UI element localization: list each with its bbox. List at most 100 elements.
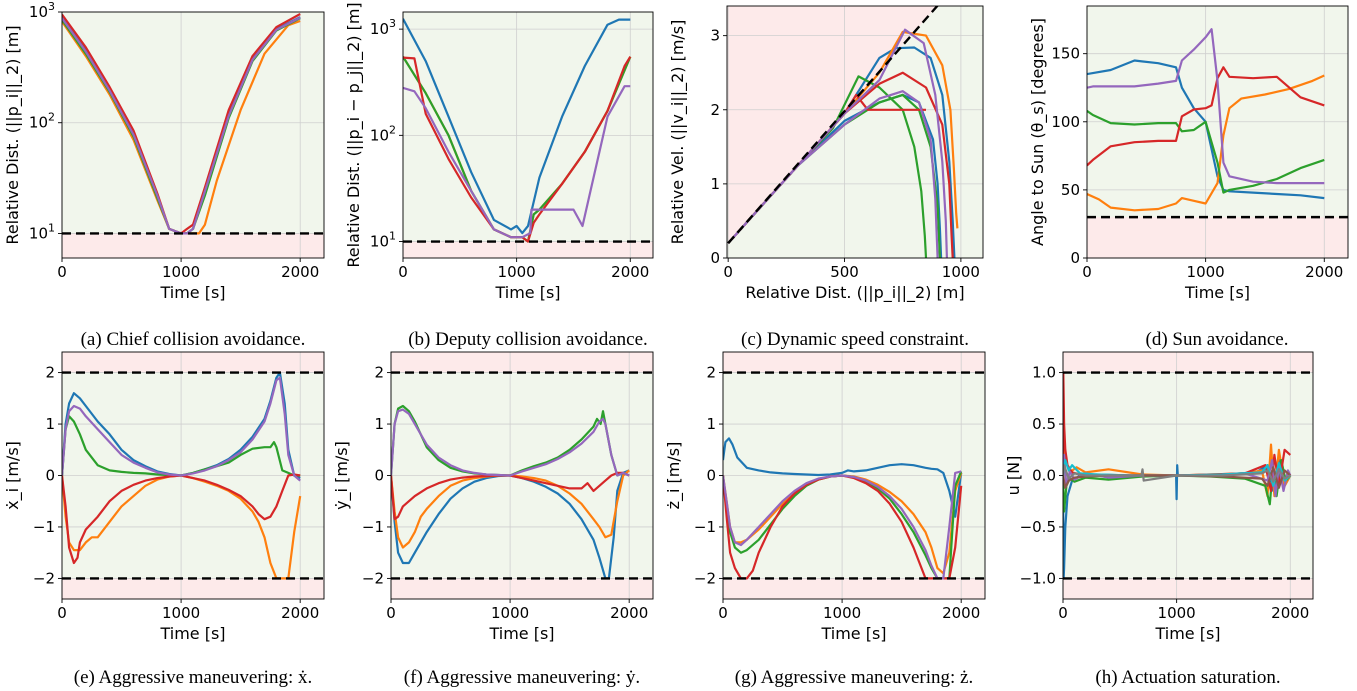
y-tick-label: −2 <box>362 569 384 587</box>
caption: (b) Deputy collision avoidance. <box>408 329 648 350</box>
y-tick-label: 3 <box>710 27 720 45</box>
y-tick-label: 0 <box>1070 249 1080 267</box>
series-line <box>1087 66 1325 167</box>
infeasible-region-bottom <box>391 578 653 599</box>
x-tick-label: 0 <box>57 263 67 281</box>
x-axis-label: Time [s] <box>494 283 560 302</box>
y-tick-label: 1 <box>706 415 716 433</box>
y-tick-label: 0 <box>45 467 55 485</box>
y-tick-label: 102 <box>370 123 396 144</box>
y-tick-label: 50 <box>1061 181 1080 199</box>
infeasible-region-bottom <box>1063 578 1313 599</box>
x-tick-label: 2000 <box>281 604 319 622</box>
y-tick-label: 2 <box>706 364 716 382</box>
series-line <box>727 90 939 258</box>
chart-a: 0 1000 2000 101 102 103 Time [s] Relative Dist.… <box>3 0 325 350</box>
y-axis-label: Relative Dist. (||p_i − p_j||_2) [m] <box>344 2 364 267</box>
y-tick-label: 2 <box>374 364 384 382</box>
x-tick-label: 2000 <box>610 604 648 622</box>
x-tick-label: 0 <box>718 604 728 622</box>
y-tick-label: −0.5 <box>1020 518 1056 536</box>
y-axis-label: Relative Vel. (||v_i||_2) [m/s] <box>668 20 688 245</box>
y-axis-label: u [N] <box>1004 456 1023 496</box>
y-tick-label: −1 <box>362 518 384 536</box>
y-tick-label: 1 <box>374 415 384 433</box>
y-tick-label: 0 <box>374 467 384 485</box>
y-tick-label: 0.5 <box>1032 415 1056 433</box>
y-axis-label: ẋ_i [m/s] <box>3 441 23 510</box>
x-tick-label: 500 <box>830 263 859 281</box>
infeasible-region <box>62 233 324 258</box>
series-line <box>1087 74 1325 212</box>
y-tick-label: 100 <box>1051 113 1080 131</box>
y-tick-label: 2 <box>710 101 720 119</box>
x-axis-label: Time [s] <box>1154 624 1220 643</box>
series-line <box>391 471 630 521</box>
x-tick-label: 0 <box>386 604 396 622</box>
series-group <box>403 18 632 243</box>
y-tick-label: −1.0 <box>1020 569 1056 587</box>
y-tick-label: 0 <box>706 467 716 485</box>
series-line <box>391 408 630 477</box>
y-tick-label: −1 <box>33 518 55 536</box>
series-line <box>403 18 631 235</box>
y-tick-label: 1.0 <box>1032 364 1056 382</box>
x-tick-label: 2000 <box>1271 604 1309 622</box>
x-tick-label: 2000 <box>942 604 980 622</box>
x-tick-label: 2000 <box>611 263 649 281</box>
series-line <box>62 13 301 235</box>
caption: (f) Aggressive maneuvering: ẏ. <box>404 667 640 688</box>
y-tick-label: 102 <box>29 111 55 132</box>
constraint-line <box>727 6 939 244</box>
series-group <box>62 13 301 235</box>
axes-frame <box>61 11 325 259</box>
y-tick-label: 1 <box>45 415 55 433</box>
y-tick-label: −2 <box>33 569 55 587</box>
x-axis-label: Time [s] <box>159 624 225 643</box>
x-tick-label: 0 <box>1058 604 1068 622</box>
y-tick-label: 0 <box>710 249 720 267</box>
y-tick-label: 103 <box>29 0 55 21</box>
x-axis-label: Time [s] <box>1184 283 1250 302</box>
infeasible-region-top <box>1063 352 1313 373</box>
x-tick-label: 1000 <box>823 604 861 622</box>
x-tick-label: 1000 <box>491 604 529 622</box>
x-tick-label: 0 <box>723 263 733 281</box>
x-tick-label: 0 <box>57 604 67 622</box>
x-axis-label: Time [s] <box>488 624 554 643</box>
infeasible-region <box>727 6 983 244</box>
caption: (c) Dynamic speed constraint. <box>741 329 969 350</box>
caption: (h) Actuation saturation. <box>1095 667 1280 688</box>
caption: (g) Aggressive maneuvering: ż. <box>735 667 973 688</box>
y-tick-label: 101 <box>29 221 55 242</box>
infeasible-region <box>403 241 653 258</box>
y-tick-label: 101 <box>370 230 396 251</box>
x-tick-label: 1000 <box>1158 604 1196 622</box>
y-tick-label: 150 <box>1051 45 1080 63</box>
y-axis-label: Relative Dist. (||p_i||_2) [m] <box>3 25 23 244</box>
series-group <box>1063 371 1292 580</box>
y-tick-label: −1 <box>694 518 716 536</box>
series-group <box>62 371 302 580</box>
x-axis-label: Time [s] <box>159 283 225 302</box>
x-tick-label: 0 <box>398 263 408 281</box>
caption: (e) Aggressive maneuvering: ẋ. <box>74 667 312 688</box>
series-line <box>62 16 301 235</box>
series-line <box>62 376 301 482</box>
feasible-region <box>62 12 324 258</box>
series-line <box>1063 464 1291 483</box>
y-tick-label: 1 <box>710 175 720 193</box>
chart-f: 0 1000 2000 −2 −1 0 1 2 Time [s] ẏ_i [m/s] (f) Agg… <box>332 351 654 688</box>
y-axis-label: ż_i [m/s] <box>664 442 684 510</box>
series-line <box>723 470 962 580</box>
chart-h: 0 1000 2000 −1.0 −0.5 0.0 0.5 1.0 Time [s] u [N] (… <box>1004 351 1314 688</box>
axes-frame <box>726 5 984 259</box>
infeasible-region-top <box>62 352 324 373</box>
x-tick-label: 2000 <box>281 263 319 281</box>
x-tick-label: 0 <box>1082 263 1092 281</box>
x-tick-label: 1000 <box>942 263 980 281</box>
chart-c: 0 500 1000 0 1 2 3 Relative Dist. (||p_i||_2) [… <box>668 5 984 350</box>
infeasible-region-bottom <box>723 578 985 599</box>
y-axis-label: Angle to Sun (θ_s) [degrees] <box>1028 18 1048 246</box>
